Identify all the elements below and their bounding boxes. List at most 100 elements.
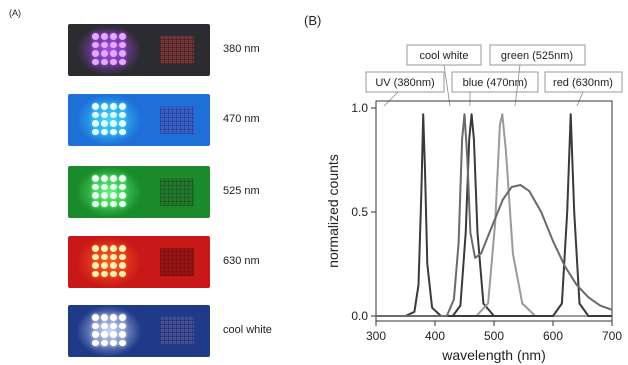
- led-dot: [110, 314, 117, 321]
- led-dot: [101, 175, 108, 182]
- led-dot: [92, 175, 99, 182]
- led-dot: [101, 322, 108, 329]
- legend-leader-lines: [383, 64, 584, 107]
- circuit-board: [160, 178, 194, 206]
- spectrum-curve: [376, 113, 612, 317]
- led-dot: [101, 103, 108, 110]
- led-dot: [119, 339, 126, 346]
- led-glow: [76, 305, 142, 357]
- led-dot: [92, 200, 99, 207]
- led-dot: [92, 245, 99, 252]
- led-dot: [119, 128, 126, 135]
- led-dot: [119, 120, 126, 127]
- led-glow: [76, 94, 142, 146]
- led-dot: [110, 41, 117, 48]
- led-dot: [119, 200, 126, 207]
- led-dot: [119, 103, 126, 110]
- legend-box-blue: [451, 71, 539, 93]
- led-dot: [119, 253, 126, 260]
- led-photo: [68, 24, 210, 76]
- x-tick-label: 700: [602, 329, 622, 343]
- led-dot: [110, 331, 117, 338]
- legend-box-red: [544, 71, 623, 93]
- led-photo: [68, 305, 210, 357]
- led-dot: [92, 253, 99, 260]
- led-dot: [110, 270, 117, 277]
- led-dot: [92, 41, 99, 48]
- led-dot: [119, 262, 126, 269]
- spectrum-curve: [376, 113, 612, 317]
- photo-label: cool white: [223, 324, 272, 336]
- led-dot: [92, 183, 99, 190]
- led-dot: [92, 331, 99, 338]
- led-dot: [119, 33, 126, 40]
- led-dot: [110, 111, 117, 118]
- led-dot: [110, 33, 117, 40]
- led-glow: [76, 166, 142, 218]
- led-dot: [110, 339, 117, 346]
- spectrum-curve: [376, 113, 612, 317]
- led-dot: [119, 270, 126, 277]
- led-dot: [119, 192, 126, 199]
- led-array: [92, 33, 126, 65]
- led-dot: [110, 200, 117, 207]
- legend-text-green: green (525nm): [501, 50, 573, 62]
- leader-line-cool-white: [443, 64, 451, 107]
- led-dot: [92, 120, 99, 127]
- led-glow: [76, 24, 142, 76]
- photo-label: 470 nm: [223, 113, 260, 125]
- spectrum-curve: [376, 113, 613, 317]
- led-dot: [101, 192, 108, 199]
- axis-ticks: 300 400 500 600 700 0.0 0.5 1.0: [351, 101, 622, 343]
- leader-line-green: [514, 64, 521, 107]
- led-dot: [101, 183, 108, 190]
- led-glow: [76, 236, 142, 288]
- leader-line-uv: [383, 91, 399, 107]
- led-dot: [110, 120, 117, 127]
- legend-box-green: [489, 44, 586, 66]
- led-dot: [92, 58, 99, 65]
- y-axis-label: normalized counts: [325, 154, 341, 268]
- legend-text-blue: blue (470nm): [463, 77, 528, 89]
- led-dot: [101, 128, 108, 135]
- panel-a-label: (A): [9, 8, 21, 18]
- plot-frame: [375, 100, 613, 322]
- led-dot: [92, 322, 99, 329]
- led-dot: [92, 111, 99, 118]
- circuit-board: [160, 106, 194, 134]
- led-dot: [110, 128, 117, 135]
- led-dot: [119, 111, 126, 118]
- led-dot: [110, 262, 117, 269]
- led-dot: [119, 58, 126, 65]
- led-dot: [92, 128, 99, 135]
- led-dot: [92, 33, 99, 40]
- y-tick-label: 1.0: [351, 101, 368, 115]
- legend-text-cool-white: cool white: [420, 50, 469, 62]
- led-array: [92, 245, 126, 277]
- panel-b-label: (B): [304, 13, 321, 28]
- led-dot: [110, 253, 117, 260]
- led-dot: [101, 33, 108, 40]
- led-dot: [101, 245, 108, 252]
- x-tick-label: 500: [484, 329, 504, 343]
- led-dot: [101, 262, 108, 269]
- y-tick-label: 0.5: [351, 205, 368, 219]
- led-dot: [110, 183, 117, 190]
- led-dot: [119, 41, 126, 48]
- led-dot: [101, 120, 108, 127]
- led-dot: [110, 192, 117, 199]
- led-dot: [92, 50, 99, 57]
- led-photo: [68, 166, 210, 218]
- led-dot: [101, 41, 108, 48]
- circuit-board: [160, 248, 194, 276]
- circuit-board: [160, 36, 194, 64]
- led-dot: [101, 339, 108, 346]
- led-array: [92, 314, 126, 346]
- led-dot: [110, 322, 117, 329]
- led-dot: [101, 58, 108, 65]
- led-dot: [119, 314, 126, 321]
- photo-label: 630 nm: [223, 255, 260, 267]
- led-dot: [92, 339, 99, 346]
- led-dot: [110, 175, 117, 182]
- led-dot: [110, 103, 117, 110]
